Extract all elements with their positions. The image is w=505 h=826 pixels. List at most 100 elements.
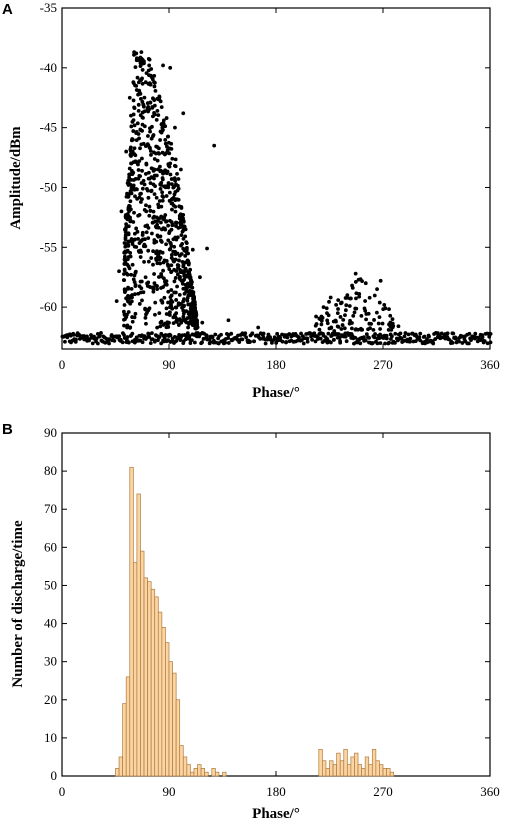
scatter-point — [135, 56, 139, 61]
scatter-point — [363, 299, 368, 303]
scatter-point — [160, 176, 165, 180]
scatter-point — [148, 146, 152, 150]
scatter-point — [175, 317, 179, 322]
scatter-point — [122, 268, 127, 273]
scatter-point — [149, 175, 154, 180]
baseline-point — [431, 341, 436, 346]
scatter-point — [195, 325, 200, 330]
baseline-point — [204, 333, 209, 338]
scatter-point — [158, 261, 163, 266]
scatter-point — [164, 219, 169, 224]
y-tick-label: 50 — [44, 577, 57, 592]
baseline-point — [310, 337, 314, 342]
baseline-point — [485, 341, 490, 346]
scatter-point — [172, 279, 177, 284]
scatter-point — [181, 269, 186, 274]
baseline-point — [402, 334, 407, 339]
scatter-point — [154, 239, 159, 244]
scatter-point — [152, 84, 157, 89]
baseline-point — [200, 340, 204, 345]
scatter-point — [140, 81, 145, 86]
scatter-point — [129, 299, 134, 304]
scatter-point — [190, 316, 195, 321]
scatter-point — [163, 137, 168, 142]
scatter-point — [124, 149, 129, 154]
scatter-point — [129, 237, 134, 241]
scatter-point — [131, 277, 136, 282]
baseline-point — [406, 332, 411, 337]
scatter-point — [146, 259, 151, 264]
baseline-point — [213, 332, 218, 337]
scatter-point — [154, 195, 159, 200]
scatter-point — [151, 168, 156, 173]
scatter-point — [160, 125, 165, 130]
scatter-point — [126, 299, 130, 304]
scatter-point — [155, 222, 160, 227]
scatter-point — [327, 299, 331, 304]
scatter-point — [155, 108, 160, 113]
scatter-point — [158, 129, 163, 134]
scatter-point — [131, 129, 136, 133]
baseline-point — [467, 331, 472, 336]
histogram-bar — [318, 748, 323, 777]
scatter-point — [126, 232, 131, 237]
histogram-bar — [200, 768, 206, 777]
histogram-bar — [190, 771, 195, 777]
baseline-point — [258, 336, 263, 341]
scatter-point — [133, 194, 137, 199]
histogram-bar — [329, 760, 334, 777]
scatter-point — [144, 312, 148, 317]
scatter-point — [372, 318, 376, 322]
scatter-point — [149, 153, 153, 157]
scatter-point — [176, 177, 181, 181]
histogram-bar — [168, 661, 173, 777]
y-tick-label: 40 — [44, 616, 57, 631]
scatter-point — [148, 129, 152, 134]
baseline-point — [301, 341, 306, 346]
scatter-point — [125, 257, 130, 262]
scatter-point — [123, 288, 128, 292]
baseline-point — [467, 341, 471, 346]
scatter-point — [174, 220, 178, 225]
scatter-point — [387, 307, 391, 311]
scatter-point — [367, 295, 372, 300]
scatter-point — [182, 291, 187, 296]
scatter-point — [363, 281, 368, 286]
scatter-point — [335, 324, 340, 329]
scatter-point — [353, 280, 358, 284]
panel-a-x-axis: 0 90 180 270 360 — [59, 8, 500, 372]
scatter-point — [128, 325, 132, 330]
scatter-point — [139, 250, 144, 254]
scatter-point — [162, 226, 167, 231]
scatter-point — [180, 259, 185, 264]
scatter-point — [181, 299, 186, 304]
scatter-point — [360, 279, 364, 284]
scatter-point — [152, 157, 157, 161]
scatter-point — [123, 237, 128, 242]
panel-b-x-axis-label: Phase/° — [252, 806, 300, 822]
scatter-point — [179, 206, 184, 210]
scatter-point — [148, 149, 153, 153]
baseline-point — [384, 336, 389, 341]
baseline-point — [65, 335, 70, 340]
histogram-bar — [122, 703, 127, 777]
scatter-point — [168, 172, 173, 177]
scatter-point — [170, 207, 174, 212]
scatter-point — [175, 183, 180, 188]
scatter-point — [151, 96, 155, 101]
scatter-point — [136, 132, 141, 136]
scatter-point — [159, 272, 164, 276]
scatter-point — [140, 238, 144, 243]
histogram-bar — [136, 493, 141, 777]
x-tick-label: 0 — [59, 357, 66, 372]
scatter-point — [146, 248, 151, 253]
scatter-point — [148, 181, 153, 186]
scatter-point — [126, 205, 131, 210]
scatter-point — [137, 173, 142, 178]
scatter-point — [167, 231, 172, 236]
y-tick-label: -35 — [40, 0, 57, 15]
scatter-point — [148, 82, 153, 87]
baseline-point — [74, 337, 78, 342]
scatter-point — [177, 253, 182, 258]
scatter-point — [162, 295, 167, 300]
